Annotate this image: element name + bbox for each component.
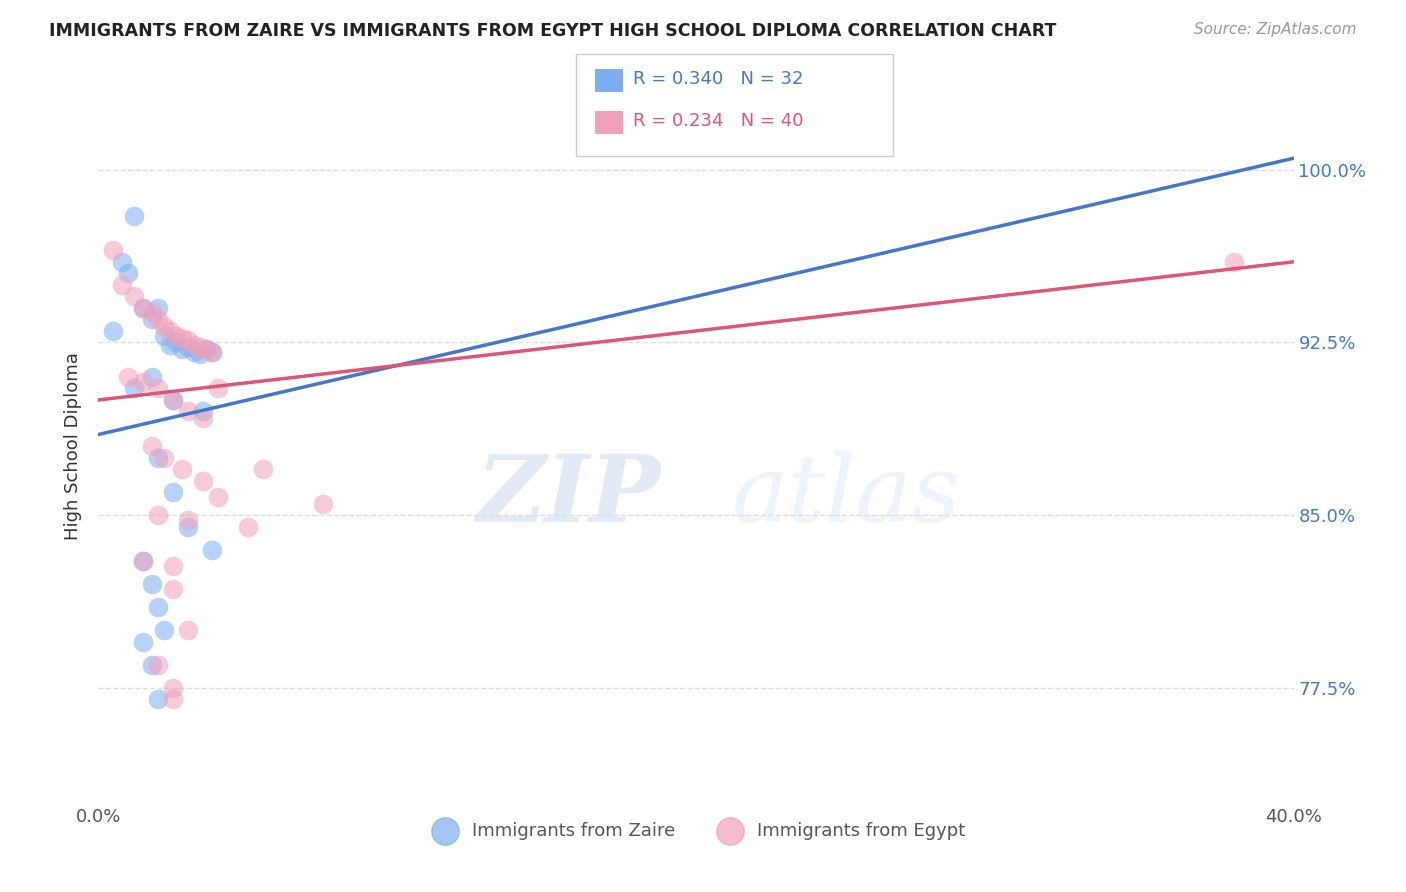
Point (141, 370, 163, 384)
Point (141, 577, 163, 591)
Point (252, 462, 274, 476)
Text: ZIP: ZIP (475, 451, 661, 541)
Point (177, 340, 200, 354)
Y-axis label: High School Diploma: High School Diploma (65, 352, 83, 540)
Point (148, 657, 170, 672)
Point (162, 392, 184, 407)
Point (162, 485, 184, 500)
Point (201, 344, 224, 359)
Point (148, 381, 170, 395)
Point (153, 450, 176, 465)
Point (153, 623, 176, 637)
Point (162, 392, 184, 407)
Point (132, 301, 155, 315)
Point (141, 312, 163, 326)
Point (148, 312, 170, 326)
Legend: Immigrants from Zaire, Immigrants from Egypt: Immigrants from Zaire, Immigrants from E… (420, 815, 972, 847)
Text: R = 0.234   N = 40: R = 0.234 N = 40 (633, 112, 803, 130)
Point (188, 347, 211, 361)
Point (103, 244, 125, 258)
Point (162, 681, 184, 695)
Text: atlas: atlas (733, 451, 962, 541)
Point (141, 305, 163, 319)
Point (132, 554, 155, 568)
Point (191, 404, 214, 418)
Point (201, 344, 224, 359)
Point (148, 301, 170, 315)
Point (195, 343, 218, 357)
Point (165, 335, 187, 350)
Point (132, 634, 155, 648)
Point (132, 554, 155, 568)
Point (311, 497, 333, 511)
Point (207, 381, 229, 395)
Point (162, 582, 184, 596)
Point (103, 324, 125, 338)
Point (148, 600, 170, 615)
Point (191, 411, 214, 425)
Point (191, 474, 214, 488)
Text: IMMIGRANTS FROM ZAIRE VS IMMIGRANTS FROM EGYPT HIGH SCHOOL DIPLOMA CORRELATION C: IMMIGRANTS FROM ZAIRE VS IMMIGRANTS FROM… (49, 22, 1056, 40)
Point (236, 519, 259, 533)
Point (188, 340, 211, 354)
Point (159, 324, 181, 338)
Point (124, 209, 146, 223)
Point (207, 490, 229, 504)
Point (177, 333, 200, 347)
Point (132, 375, 155, 389)
Point (183, 344, 205, 359)
Point (111, 255, 134, 269)
Point (141, 657, 163, 672)
Point (162, 558, 184, 573)
Point (172, 462, 194, 476)
Point (148, 692, 170, 706)
Point (162, 692, 184, 706)
Point (177, 513, 200, 527)
Point (177, 404, 200, 418)
Point (117, 370, 139, 384)
Point (172, 331, 194, 345)
Point (195, 343, 218, 357)
Point (201, 542, 224, 557)
Point (172, 343, 194, 357)
Text: R = 0.340   N = 32: R = 0.340 N = 32 (633, 70, 803, 88)
Point (177, 623, 200, 637)
Point (141, 439, 163, 453)
Point (124, 381, 146, 395)
Text: Source: ZipAtlas.com: Source: ZipAtlas.com (1194, 22, 1357, 37)
Point (1223, 255, 1246, 269)
Point (183, 337, 205, 351)
Point (153, 319, 176, 334)
Point (124, 289, 146, 303)
Point (117, 266, 139, 280)
Point (159, 337, 181, 351)
Point (148, 450, 170, 465)
Point (153, 328, 176, 343)
Point (177, 519, 200, 533)
Point (111, 277, 134, 292)
Point (165, 328, 187, 343)
Point (132, 301, 155, 315)
Point (148, 508, 170, 522)
